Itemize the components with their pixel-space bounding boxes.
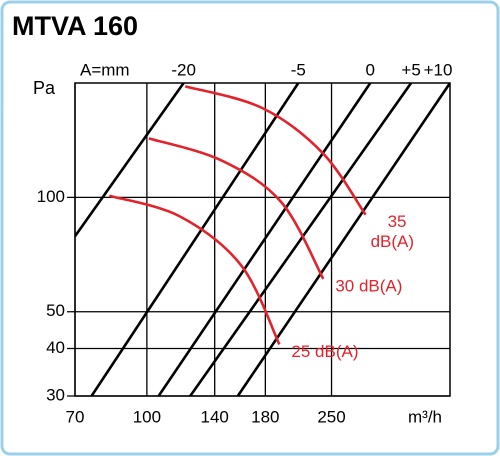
y-tick-label: 30 bbox=[46, 385, 65, 404]
y-axis-label: Pa bbox=[33, 78, 56, 98]
plot-border bbox=[74, 82, 451, 397]
legend-label: 0 bbox=[366, 60, 375, 79]
a-line bbox=[157, 83, 372, 396]
curve-label: 25 dB(A) bbox=[291, 342, 358, 361]
db-curve bbox=[184, 85, 367, 216]
legend-label: -20 bbox=[171, 60, 196, 79]
y-tick-label: 50 bbox=[46, 301, 65, 320]
a-line bbox=[90, 83, 300, 396]
chart-title: MTVA 160 bbox=[12, 11, 138, 41]
x-tick-label: 250 bbox=[317, 407, 345, 426]
legend-label: +5 bbox=[401, 60, 420, 79]
a-line bbox=[189, 83, 413, 396]
curve-label: 30 dB(A) bbox=[335, 276, 402, 295]
x-axis-label: m³/h bbox=[408, 407, 442, 426]
line-label-title: A=mm bbox=[80, 60, 130, 79]
y-tick-label: 40 bbox=[46, 338, 65, 357]
db-curve bbox=[148, 137, 325, 280]
legend-label: +10 bbox=[424, 60, 453, 79]
x-tick-label: 140 bbox=[201, 407, 229, 426]
a-line bbox=[236, 83, 450, 396]
x-tick-label: 70 bbox=[66, 407, 85, 426]
x-tick-label: 180 bbox=[251, 407, 279, 426]
curve-label: 35 bbox=[388, 212, 407, 231]
a-line bbox=[75, 83, 185, 238]
y-tick-label: 100 bbox=[37, 187, 65, 206]
curve-label: dB(A) bbox=[371, 232, 414, 251]
db-curve bbox=[108, 194, 281, 346]
legend-label: -5 bbox=[291, 60, 306, 79]
x-tick-label: 100 bbox=[133, 407, 161, 426]
